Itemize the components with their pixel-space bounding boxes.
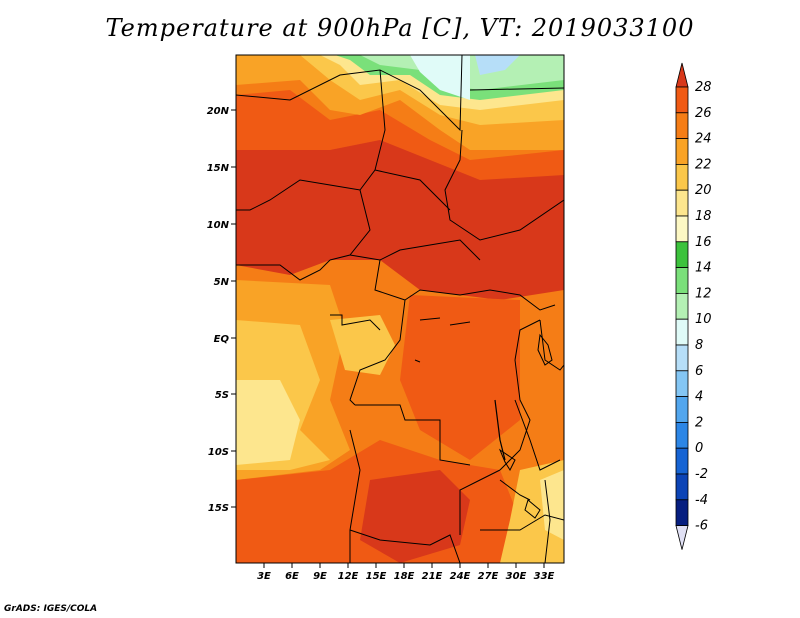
colorbar-swatch (675, 318, 689, 346)
lon-label: 33E (534, 571, 555, 582)
colorbar-swatch (675, 267, 689, 294)
lat-label: 5S (215, 390, 229, 401)
colorbar-label: 18 (695, 209, 712, 224)
country-boundaries (236, 55, 564, 563)
lon-label: 18E (394, 571, 415, 582)
lon-label: 12E (338, 571, 359, 582)
lon-label: 15E (366, 571, 387, 582)
colorbar-label: 16 (695, 235, 712, 250)
colorbar-swatch (675, 292, 689, 320)
colorbar-swatch (675, 112, 689, 140)
map-title: Temperature at 900hPa [C], VT: 201903310… (105, 14, 695, 42)
colorbar-label: 10 (695, 312, 712, 327)
map-frame (235, 54, 565, 564)
lon-label: 6E (285, 571, 299, 582)
lat-label: 15S (208, 503, 229, 514)
colorbar-swatch (675, 370, 689, 397)
colorbar-swatch (675, 215, 689, 243)
colorbar-swatch (675, 447, 689, 475)
colorbar-swatch (675, 421, 689, 449)
colorbar-label: 0 (695, 441, 703, 456)
lon-axis: 3E 6E 9E 12E 15E 18E 21E 24E 27E 30E 33E (257, 563, 555, 582)
colorbar-swatch (675, 344, 689, 372)
colorbar-label: 14 (695, 261, 712, 276)
lon-label: 21E (422, 571, 443, 582)
colorbar-label: 20 (695, 183, 712, 198)
colorbar-top-arrow (675, 62, 689, 88)
colorbar-swatch (675, 86, 689, 114)
colorbar-swatch (675, 163, 689, 191)
lat-label: 20N (207, 106, 230, 117)
colorbar-swatch (675, 499, 689, 526)
colorbar-swatch (675, 241, 689, 269)
colorbar-swatch (675, 473, 689, 501)
lon-label: 27E (478, 571, 499, 582)
temperature-field (236, 55, 564, 563)
lat-axis: 20N 15N 10N 5N EQ 5S 10S 15S (207, 106, 236, 514)
colorbar-label: 26 (695, 106, 712, 121)
colorbar-bottom-arrow (675, 525, 689, 550)
colorbar-swatch (675, 396, 689, 423)
colorbar-label: 28 (695, 80, 712, 95)
colorbar-label: 12 (695, 286, 712, 301)
lon-label: 9E (313, 571, 327, 582)
colorbar-swatch (675, 138, 689, 165)
lat-label: EQ (214, 334, 230, 345)
colorbar-label: -4 (695, 493, 708, 508)
lat-label: 15N (207, 163, 230, 174)
colorbar-label: 2 (695, 415, 703, 430)
colorbar-label: -2 (695, 467, 708, 482)
lat-label: 10N (207, 220, 230, 231)
credit-label: GrADS: IGES/COLA (4, 604, 98, 614)
colorbar-label: 4 (695, 390, 703, 405)
colorbar-label: 22 (695, 157, 712, 172)
lon-label: 30E (506, 571, 527, 582)
lat-label: 10S (208, 447, 229, 458)
lat-label: 5N (214, 277, 230, 288)
colorbar-label: -6 (695, 519, 708, 534)
colorbar-label: 24 (695, 132, 712, 147)
colorbar-swatch (675, 189, 689, 217)
lon-label: 24E (450, 571, 471, 582)
colorbar-label: 8 (695, 338, 703, 353)
lon-label: 3E (257, 571, 271, 582)
colorbar-label: 6 (695, 364, 703, 379)
